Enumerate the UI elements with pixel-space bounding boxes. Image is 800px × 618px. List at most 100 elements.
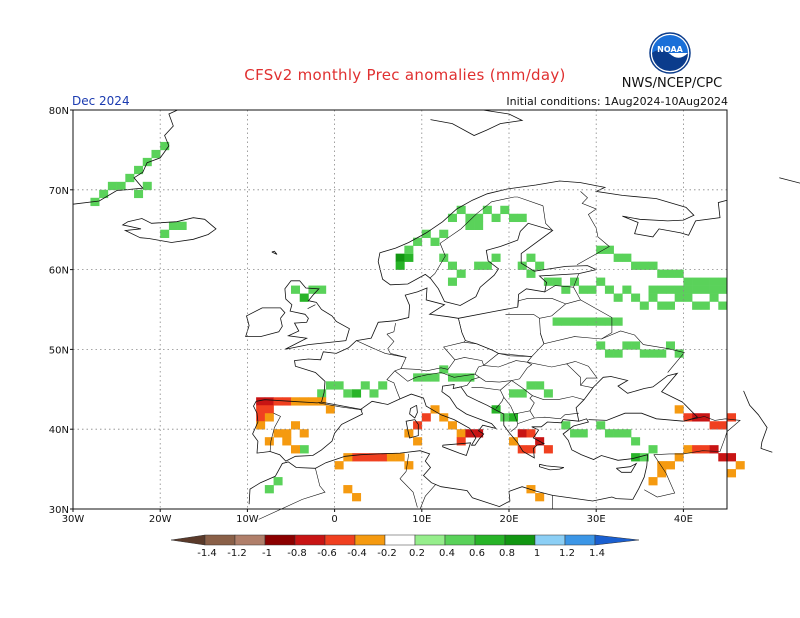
- coastline: [72, 109, 178, 205]
- anomaly-cell: [596, 421, 606, 430]
- anomaly-cell: [604, 245, 614, 254]
- colorbar-swatch: [414, 534, 446, 546]
- lat-label: 60N: [49, 266, 69, 277]
- anomaly-cell: [439, 413, 449, 422]
- anomaly-cell: [264, 485, 274, 494]
- anomaly-cell: [535, 493, 545, 502]
- anomaly-cell: [665, 341, 675, 350]
- initial-conditions: Initial conditions: 1Aug2024-10Aug2024: [506, 95, 728, 108]
- anomaly-cell: [709, 293, 719, 302]
- anomaly-cell: [378, 381, 388, 390]
- colorbar-label: -1.4: [197, 548, 217, 559]
- anomaly-cell: [299, 397, 309, 406]
- anomaly-cell-layer: [90, 141, 745, 502]
- anomaly-cell: [430, 405, 440, 414]
- anomaly-cell: [116, 181, 126, 191]
- coastline: [743, 390, 773, 453]
- anomaly-cell: [404, 245, 414, 254]
- anomaly-cell: [456, 269, 466, 278]
- anomaly-cell: [578, 429, 588, 438]
- anomaly-cell: [613, 429, 623, 438]
- anomaly-cell: [404, 253, 414, 262]
- anomaly-cell: [456, 437, 466, 446]
- anomaly-cell: [718, 277, 728, 286]
- anomaly-cell: [491, 213, 501, 223]
- anomaly-cell: [474, 429, 484, 438]
- border: [540, 330, 685, 373]
- lat-label: 80N: [49, 106, 69, 117]
- anomaly-cell: [613, 317, 623, 326]
- anomaly-cell: [456, 429, 466, 438]
- anomaly-cell: [631, 341, 641, 350]
- lon-label: 0: [331, 514, 337, 525]
- anomaly-cell: [517, 389, 527, 398]
- anomaly-cell: [99, 189, 109, 199]
- coastline: [121, 217, 217, 243]
- anomaly-cell: [665, 461, 675, 470]
- anomaly-cell: [413, 421, 423, 430]
- anomaly-cell: [474, 213, 484, 223]
- anomaly-cell: [587, 285, 597, 294]
- anomaly-cell: [718, 285, 728, 294]
- anomaly-cell: [343, 485, 353, 494]
- anomaly-cell: [683, 285, 693, 294]
- anomaly-cell: [352, 453, 362, 462]
- anomaly-cell: [352, 389, 362, 398]
- anomaly-cell: [578, 285, 588, 294]
- anomaly-cell: [282, 429, 292, 438]
- anomaly-cell: [727, 453, 737, 462]
- border: [544, 285, 574, 293]
- anomaly-cell: [256, 413, 266, 422]
- anomaly-cell: [674, 293, 684, 302]
- anomaly-cell: [727, 469, 737, 478]
- anomaly-cell: [596, 245, 606, 254]
- colorbar-label: -0.8: [287, 548, 307, 559]
- anomaly-cell: [491, 253, 501, 262]
- anomaly-cell: [709, 421, 719, 430]
- anomaly-cell: [360, 453, 370, 462]
- anomaly-cell: [500, 413, 510, 422]
- anomaly-cell: [561, 421, 571, 430]
- colorbar-label: 0.4: [439, 548, 455, 559]
- coastline: [779, 177, 800, 184]
- anomaly-cell: [535, 261, 545, 270]
- border: [318, 402, 363, 411]
- anomaly-cell: [604, 285, 614, 294]
- anomaly-cell: [552, 277, 562, 286]
- border: [419, 484, 437, 510]
- lon-label: 40E: [674, 514, 693, 525]
- anomaly-cell: [465, 373, 475, 382]
- anomaly-cell: [317, 285, 327, 294]
- colorbar-swatch: [294, 534, 326, 546]
- anomaly-cell: [430, 237, 440, 246]
- anomaly-cell: [613, 253, 623, 262]
- anomaly-cell: [325, 381, 335, 390]
- colorbar-label: -0.2: [377, 548, 397, 559]
- border: [542, 205, 553, 231]
- anomaly-cell: [509, 389, 519, 398]
- anomaly-cell: [692, 285, 702, 294]
- anomaly-cell: [360, 381, 370, 390]
- anomaly-cell: [631, 453, 641, 462]
- anomaly-cell: [683, 277, 693, 286]
- anomaly-cell: [700, 285, 710, 294]
- border: [532, 395, 585, 401]
- anomaly-cell: [648, 445, 658, 454]
- anomaly-cell: [596, 341, 606, 350]
- anomaly-cell: [404, 461, 414, 470]
- anomaly-cell: [526, 429, 536, 438]
- anomaly-cell: [456, 373, 466, 382]
- border: [511, 380, 535, 411]
- anomaly-cell: [543, 389, 553, 398]
- anomaly-cell: [727, 413, 737, 422]
- anomaly-cell: [439, 253, 449, 262]
- border: [282, 461, 289, 464]
- border: [503, 397, 519, 432]
- anomaly-cell: [639, 453, 649, 462]
- lon-label: 20E: [499, 514, 518, 525]
- coastline: [284, 280, 350, 350]
- coastline: [294, 180, 728, 403]
- anomaly-cell: [447, 213, 457, 223]
- anomaly-cell: [665, 285, 675, 294]
- anomaly-cell: [299, 445, 309, 454]
